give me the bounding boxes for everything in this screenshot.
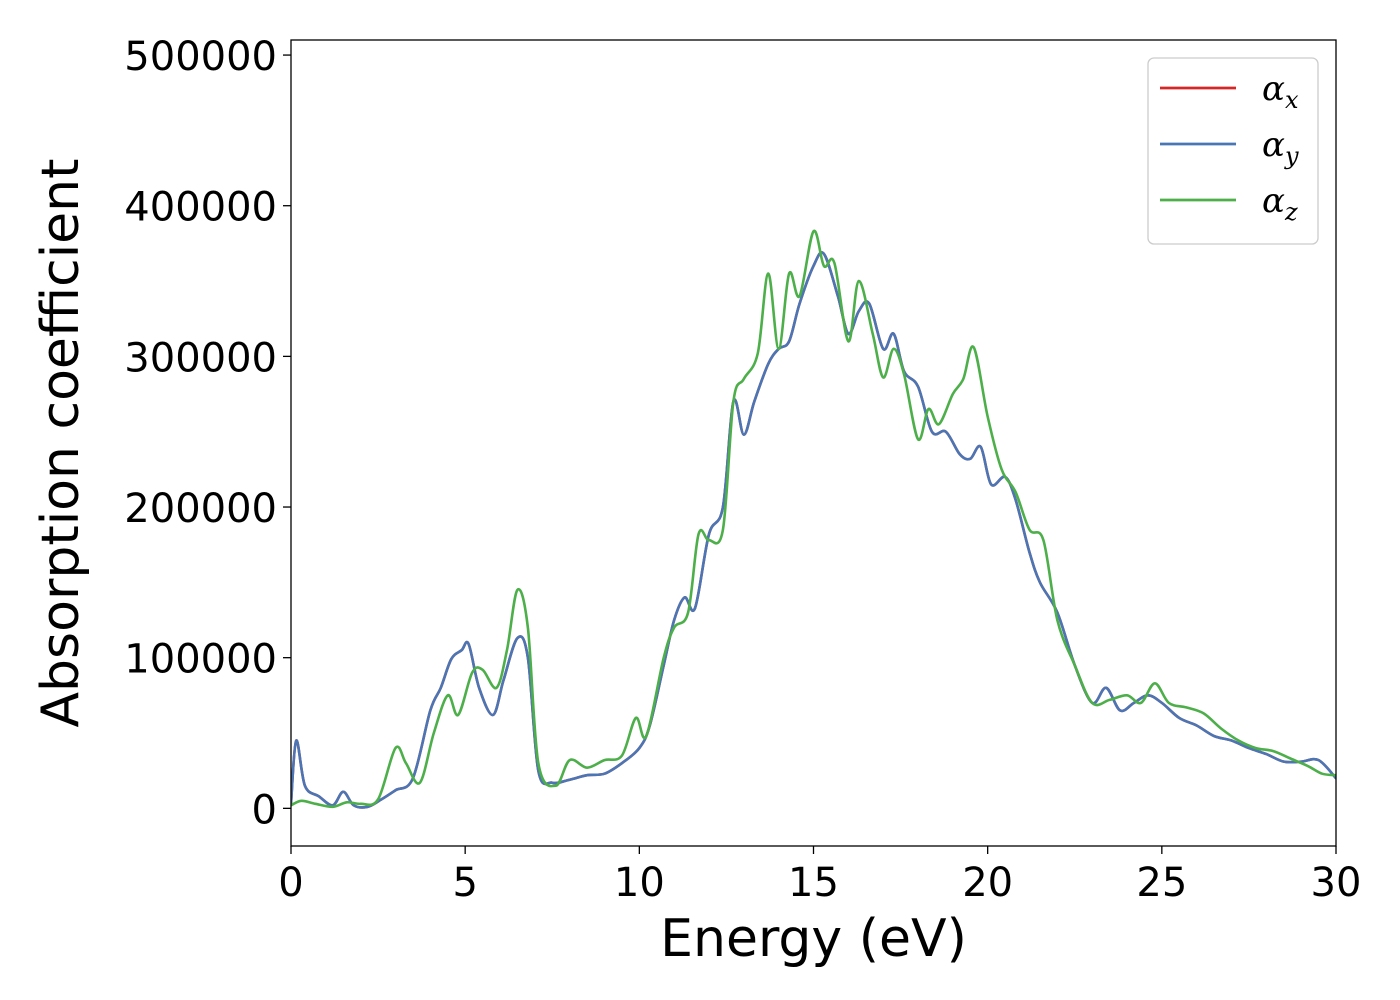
y-tick-label: 100000: [124, 637, 277, 683]
x-tick-label: 5: [452, 860, 477, 906]
x-axis-ticks: 0 5 10 15 20 25 30: [278, 846, 1361, 906]
y-axis-label: Absorption coefficient: [31, 158, 91, 727]
x-tick-label: 0: [278, 860, 303, 906]
x-tick-label: 30: [1311, 860, 1362, 906]
x-axis-label: Energy (eV): [660, 909, 967, 969]
x-tick-label: 25: [1136, 860, 1187, 906]
series-line-z: [291, 229, 1336, 809]
legend: αx αy αz: [1147, 57, 1319, 245]
y-tick-label: 300000: [124, 335, 277, 381]
y-tick-label: 0: [252, 787, 277, 833]
x-tick-label: 15: [788, 860, 839, 906]
y-tick-label: 400000: [124, 185, 277, 231]
y-axis-ticks: 0 100000 200000 300000 400000 500000: [124, 34, 291, 833]
x-tick-label: 10: [614, 860, 665, 906]
legend-box: [1147, 57, 1319, 245]
y-tick-label: 200000: [124, 486, 277, 532]
series-line-y: [291, 251, 1336, 809]
series-layer: [291, 229, 1336, 809]
x-tick-label: 20: [962, 860, 1013, 906]
y-tick-label: 500000: [124, 34, 277, 80]
legend-label-y: αy: [1262, 125, 1299, 170]
legend-label-z: αz: [1262, 181, 1298, 226]
series-line-x: [291, 251, 1336, 809]
legend-label-x: αx: [1262, 69, 1299, 114]
